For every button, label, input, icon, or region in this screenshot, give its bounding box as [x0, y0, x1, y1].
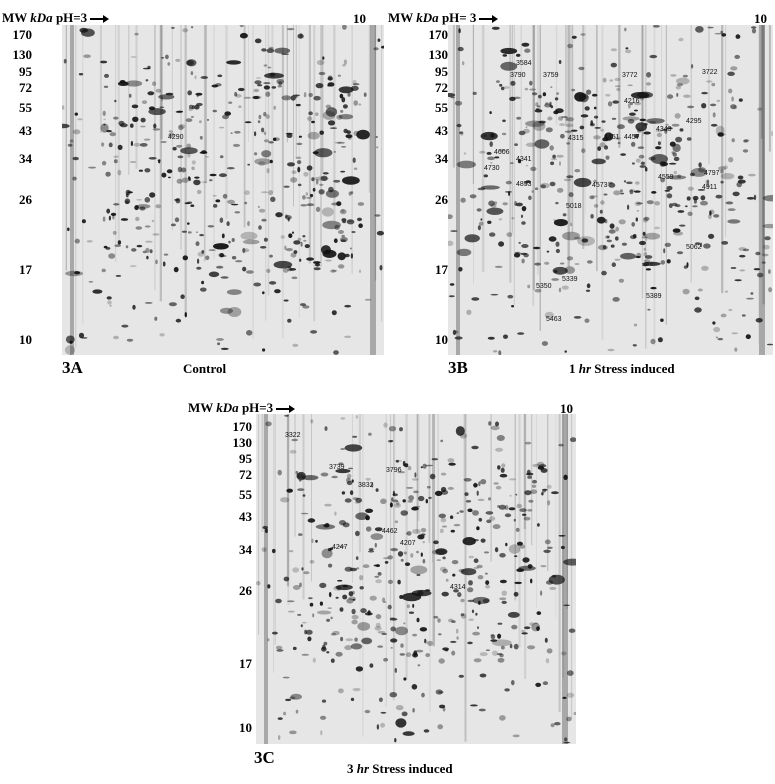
- spot-label: 4314: [450, 584, 466, 591]
- mw-marker: 17: [239, 656, 252, 671]
- spot-label: 5018: [566, 203, 582, 210]
- kda-label: kDa: [216, 400, 239, 415]
- ph-start-label: pH=3: [55, 10, 88, 25]
- spot-label: 5463: [546, 316, 562, 323]
- ph-start-label: pH=3: [241, 400, 274, 415]
- spot-label: 4216: [624, 98, 640, 105]
- gel-image: [256, 414, 576, 744]
- mw-marker: 34: [435, 151, 448, 166]
- mw-marker: 34: [19, 151, 32, 166]
- ph-arrow-icon: [479, 15, 499, 24]
- mw-marker: 170: [12, 27, 33, 42]
- spot-label: 4290: [168, 134, 184, 141]
- mw-marker: 130: [12, 47, 33, 62]
- spot-label: 4341: [516, 156, 532, 163]
- spot-label: 3322: [285, 432, 301, 439]
- spot-label: 4207: [400, 540, 416, 547]
- ph-start-label: pH= 3: [441, 10, 477, 25]
- panel-caption: Control: [183, 361, 227, 376]
- mw-marker: 43: [239, 509, 252, 524]
- spot-label: 5350: [536, 283, 552, 290]
- spot-label: 4797: [704, 170, 720, 177]
- kda-label: kDa: [416, 10, 439, 25]
- mw-marker: 55: [19, 100, 32, 115]
- spot-label: 4573: [592, 182, 608, 189]
- mw-marker: 43: [19, 123, 32, 138]
- gel-image: [448, 25, 773, 355]
- spot-label: 4462: [382, 528, 398, 535]
- spot-label: 3796: [386, 467, 402, 474]
- mw-marker: 43: [435, 123, 448, 138]
- mw-marker: 72: [435, 80, 448, 95]
- mw-marker: 10: [19, 332, 32, 347]
- spot-label: 4730: [484, 165, 500, 172]
- spot-label: 4295: [686, 118, 702, 125]
- spot-label: 4343: [656, 126, 672, 133]
- mw-marker: 55: [239, 487, 252, 502]
- mw-marker: 17: [19, 262, 32, 277]
- mw-marker: 34: [239, 542, 252, 557]
- mw-marker: 26: [19, 192, 32, 207]
- mw-marker: 95: [435, 64, 448, 79]
- mw-marker: 170: [232, 419, 253, 434]
- panel-3b: MW kDa pH= 3 10 170 130 95 72 55 43 34 2…: [388, 0, 775, 390]
- mw-marker: 72: [19, 80, 32, 95]
- spot-label: 3722: [702, 69, 718, 76]
- ph-end-label: 10: [754, 11, 767, 26]
- panel-caption: 3 hr Stress induced: [347, 761, 453, 776]
- spot-label: 4606: [494, 149, 510, 156]
- spot-label: 3772: [622, 72, 638, 79]
- mw-label: MW: [2, 10, 28, 25]
- mw-marker: 130: [428, 47, 449, 62]
- spot-label: 3790: [510, 72, 526, 79]
- panel-label: 3B: [448, 358, 468, 377]
- ph-arrow-icon: [276, 405, 296, 414]
- mw-label: MW: [188, 400, 214, 415]
- panel-3c: MW kDa pH=3 10 170 130 95 72 55 43 34 26…: [186, 394, 606, 784]
- spot-label: 5062: [686, 244, 702, 251]
- panel-3a: MW kDa pH=3 10 170 130 95 72 55 43 34 26…: [0, 0, 390, 390]
- mw-kda-header: MW kDa pH= 3: [388, 10, 499, 26]
- kda-label: kDa: [30, 10, 53, 25]
- ph-arrow-icon: [90, 15, 110, 24]
- mw-marker: 17: [435, 262, 448, 277]
- spot-label: 3739: [329, 464, 345, 471]
- mw-label: MW: [388, 10, 414, 25]
- panel-label: 3C: [254, 748, 275, 767]
- spot-label: 4853: [516, 181, 532, 188]
- panel-label: 3A: [62, 358, 83, 377]
- spot-label: 4457: [624, 134, 640, 141]
- spot-label: 4247: [332, 544, 348, 551]
- mw-kda-header: MW kDa pH=3: [188, 400, 296, 416]
- mw-marker: 170: [428, 27, 449, 42]
- spot-label: 5389: [646, 293, 662, 300]
- mw-marker: 10: [239, 720, 252, 735]
- mw-marker: 55: [435, 100, 448, 115]
- spot-label: 3584: [516, 60, 532, 67]
- mw-kda-header: MW kDa pH=3: [2, 10, 110, 26]
- mw-marker: 26: [435, 192, 448, 207]
- mw-marker: 95: [19, 64, 32, 79]
- spot-label: 4559: [658, 174, 674, 181]
- mw-marker: 95: [239, 451, 252, 466]
- mw-marker: 26: [239, 583, 252, 598]
- ph-end-label: 10: [353, 11, 366, 26]
- ph-end-label: 10: [560, 401, 573, 416]
- panel-caption: 1 hr Stress induced: [569, 361, 675, 376]
- spot-label: 3832: [358, 482, 374, 489]
- mw-marker: 10: [435, 332, 448, 347]
- spot-label: 4451: [604, 134, 620, 141]
- spot-label: 4315: [568, 135, 584, 142]
- gel-image: [62, 25, 384, 355]
- mw-marker: 130: [232, 435, 253, 450]
- spot-label: 4911: [702, 184, 718, 191]
- spot-label: 3759: [543, 72, 559, 79]
- spot-label: 5339: [562, 276, 578, 283]
- mw-marker: 72: [239, 467, 252, 482]
